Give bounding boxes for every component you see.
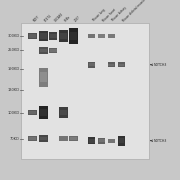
- Bar: [28, 136, 37, 141]
- Bar: [118, 62, 125, 67]
- Bar: [88, 137, 95, 144]
- Bar: [39, 31, 48, 41]
- Bar: [28, 110, 37, 115]
- Bar: [40, 109, 47, 116]
- Text: NOTCH3: NOTCH3: [154, 63, 167, 67]
- Text: NOTCH3: NOTCH3: [154, 139, 167, 143]
- Bar: [40, 49, 47, 52]
- Bar: [59, 136, 68, 141]
- Bar: [39, 47, 48, 54]
- Bar: [59, 30, 68, 42]
- Bar: [29, 111, 36, 114]
- Bar: [108, 64, 114, 66]
- Text: 300KD: 300KD: [8, 34, 20, 38]
- Bar: [59, 107, 68, 118]
- Bar: [29, 137, 36, 140]
- Text: 250KD: 250KD: [8, 48, 20, 52]
- Text: Mouse skeletal muscle: Mouse skeletal muscle: [122, 0, 147, 22]
- Bar: [119, 138, 124, 143]
- Bar: [69, 136, 78, 141]
- Text: OVCAR3: OVCAR3: [53, 12, 64, 22]
- Text: 190KD: 190KD: [8, 67, 20, 71]
- Bar: [50, 34, 57, 38]
- Text: BT474: BT474: [44, 13, 53, 22]
- Bar: [49, 48, 57, 53]
- Bar: [49, 32, 57, 40]
- Bar: [99, 139, 105, 142]
- Text: 70KD: 70KD: [10, 137, 20, 141]
- Bar: [88, 62, 95, 68]
- Bar: [60, 33, 67, 39]
- Bar: [98, 34, 105, 38]
- Text: MCF7: MCF7: [33, 14, 41, 22]
- Text: HéBo: HéBo: [64, 15, 72, 22]
- Bar: [28, 33, 37, 39]
- Bar: [108, 34, 115, 38]
- Bar: [70, 137, 77, 140]
- Text: 100KD: 100KD: [8, 111, 20, 114]
- Text: Mouse lung: Mouse lung: [92, 8, 106, 22]
- Bar: [39, 135, 48, 142]
- Bar: [50, 49, 57, 52]
- Text: Mouse heart: Mouse heart: [102, 8, 117, 22]
- Bar: [39, 106, 48, 119]
- Bar: [69, 28, 78, 44]
- Bar: [60, 110, 67, 115]
- Bar: [108, 62, 115, 67]
- Bar: [39, 68, 48, 87]
- Bar: [89, 139, 95, 143]
- Bar: [21, 23, 149, 159]
- Bar: [29, 34, 36, 38]
- Bar: [88, 34, 95, 38]
- Bar: [119, 64, 124, 66]
- Bar: [118, 136, 125, 146]
- Bar: [108, 139, 115, 143]
- Bar: [40, 33, 47, 39]
- Bar: [98, 138, 105, 144]
- Bar: [40, 72, 47, 82]
- Bar: [70, 32, 77, 40]
- Text: 130KD: 130KD: [8, 88, 20, 92]
- Bar: [40, 137, 47, 140]
- Text: Mouse kidney: Mouse kidney: [112, 6, 128, 22]
- Bar: [89, 63, 95, 66]
- Text: 2037: 2037: [74, 15, 82, 22]
